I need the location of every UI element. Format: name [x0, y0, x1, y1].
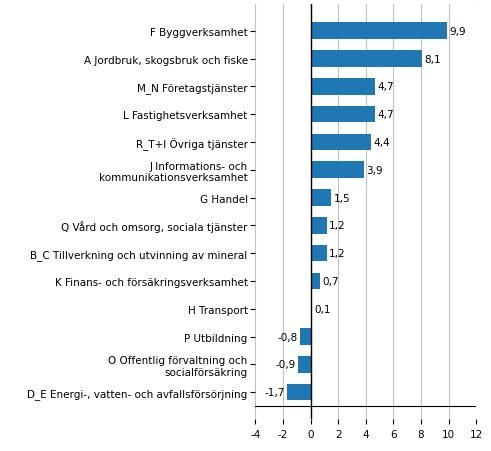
Text: 0,1: 0,1: [314, 304, 330, 314]
Bar: [310, 51, 422, 68]
Text: 0,7: 0,7: [322, 276, 339, 286]
Text: 9,9: 9,9: [449, 27, 466, 37]
Text: -1,7: -1,7: [265, 387, 285, 397]
Text: -0,8: -0,8: [277, 332, 298, 342]
Text: 4,7: 4,7: [378, 82, 394, 92]
Text: 4,4: 4,4: [373, 138, 390, 147]
Text: 1,5: 1,5: [333, 193, 350, 203]
Text: 1,2: 1,2: [329, 249, 346, 258]
Bar: [287, 384, 310, 400]
Bar: [310, 190, 331, 207]
Bar: [310, 106, 376, 123]
Text: 1,2: 1,2: [329, 221, 346, 231]
Bar: [310, 217, 327, 234]
Bar: [310, 301, 312, 318]
Bar: [310, 23, 447, 40]
Text: 8,1: 8,1: [425, 55, 441, 64]
Bar: [310, 245, 327, 262]
Bar: [310, 273, 320, 290]
Bar: [310, 162, 364, 179]
Text: 3,9: 3,9: [366, 166, 383, 175]
Bar: [300, 328, 310, 345]
Bar: [310, 79, 376, 96]
Bar: [298, 356, 310, 373]
Text: 4,7: 4,7: [378, 110, 394, 120]
Text: -0,9: -0,9: [276, 359, 296, 369]
Bar: [310, 134, 371, 151]
